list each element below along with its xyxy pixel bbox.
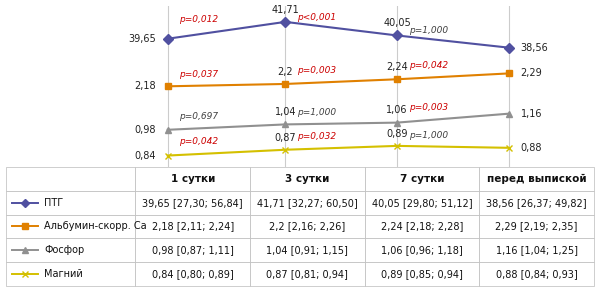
Text: 0,84 [0,80; 0,89]: 0,84 [0,80; 0,89] bbox=[152, 269, 233, 279]
FancyBboxPatch shape bbox=[365, 191, 479, 214]
Text: 39,65: 39,65 bbox=[128, 34, 156, 44]
Text: p=0,012: p=0,012 bbox=[179, 15, 218, 24]
Text: 39,65 [27,30; 56,84]: 39,65 [27,30; 56,84] bbox=[142, 198, 243, 208]
Text: 41,71 [32,27; 60,50]: 41,71 [32,27; 60,50] bbox=[257, 198, 358, 208]
Text: Альбумин-скорр. Ca: Альбумин-скорр. Ca bbox=[44, 221, 147, 231]
Text: 0,87: 0,87 bbox=[274, 132, 296, 142]
FancyBboxPatch shape bbox=[136, 214, 250, 238]
FancyBboxPatch shape bbox=[6, 191, 136, 214]
Text: p=0,042: p=0,042 bbox=[409, 61, 448, 70]
FancyBboxPatch shape bbox=[136, 167, 250, 191]
Text: 0,88 [0,84; 0,93]: 0,88 [0,84; 0,93] bbox=[496, 269, 578, 279]
FancyBboxPatch shape bbox=[479, 167, 594, 191]
Text: p=0,697: p=0,697 bbox=[179, 112, 218, 121]
Text: 40,05 [29,80; 51,12]: 40,05 [29,80; 51,12] bbox=[371, 198, 472, 208]
Text: p<0,001: p<0,001 bbox=[297, 13, 336, 22]
FancyBboxPatch shape bbox=[365, 238, 479, 262]
Text: 0,84: 0,84 bbox=[134, 151, 156, 161]
FancyBboxPatch shape bbox=[250, 167, 365, 191]
Text: Магний: Магний bbox=[44, 269, 83, 279]
Text: 40,05: 40,05 bbox=[383, 18, 411, 28]
FancyBboxPatch shape bbox=[250, 191, 365, 214]
Text: 1,16 [1,04; 1,25]: 1,16 [1,04; 1,25] bbox=[496, 245, 578, 255]
FancyBboxPatch shape bbox=[250, 214, 365, 238]
Text: 1,16: 1,16 bbox=[521, 109, 542, 119]
FancyBboxPatch shape bbox=[479, 191, 594, 214]
Text: p=0,032: p=0,032 bbox=[297, 132, 336, 141]
Text: p=0,042: p=0,042 bbox=[179, 137, 218, 146]
FancyBboxPatch shape bbox=[250, 238, 365, 262]
FancyBboxPatch shape bbox=[365, 167, 479, 191]
Text: 0,88: 0,88 bbox=[521, 143, 542, 153]
Text: перед выпиской: перед выпиской bbox=[487, 174, 586, 184]
Text: 7 сутки: 7 сутки bbox=[400, 174, 444, 184]
Text: Фосфор: Фосфор bbox=[44, 245, 85, 255]
FancyBboxPatch shape bbox=[6, 167, 136, 191]
Text: 2,29 [2,19; 2,35]: 2,29 [2,19; 2,35] bbox=[496, 221, 578, 231]
FancyBboxPatch shape bbox=[6, 238, 136, 262]
FancyBboxPatch shape bbox=[136, 262, 250, 286]
Text: p=1,000: p=1,000 bbox=[297, 108, 336, 117]
Text: 2,29: 2,29 bbox=[521, 68, 542, 78]
Text: 0,89: 0,89 bbox=[386, 129, 408, 139]
Text: 0,89 [0,85; 0,94]: 0,89 [0,85; 0,94] bbox=[381, 269, 463, 279]
Text: 3 сутки: 3 сутки bbox=[285, 174, 329, 184]
Text: p=0,003: p=0,003 bbox=[297, 66, 336, 75]
Text: p=0,037: p=0,037 bbox=[179, 70, 218, 79]
FancyBboxPatch shape bbox=[479, 238, 594, 262]
Text: 41,71: 41,71 bbox=[271, 5, 299, 15]
Text: 1 сутки: 1 сутки bbox=[170, 174, 215, 184]
Text: 38,56: 38,56 bbox=[521, 43, 548, 53]
Text: 38,56 [26,37; 49,82]: 38,56 [26,37; 49,82] bbox=[487, 198, 587, 208]
FancyBboxPatch shape bbox=[6, 262, 136, 286]
Text: 2,18 [2,11; 2,24]: 2,18 [2,11; 2,24] bbox=[152, 221, 234, 231]
Text: 1,04: 1,04 bbox=[275, 107, 296, 117]
Text: 0,98: 0,98 bbox=[134, 125, 156, 135]
Text: 2,2 [2,16; 2,26]: 2,2 [2,16; 2,26] bbox=[269, 221, 346, 231]
Text: 2,24: 2,24 bbox=[386, 62, 408, 72]
FancyBboxPatch shape bbox=[479, 262, 594, 286]
Text: 1,04 [0,91; 1,15]: 1,04 [0,91; 1,15] bbox=[266, 245, 348, 255]
Text: 2,24 [2,18; 2,28]: 2,24 [2,18; 2,28] bbox=[381, 221, 463, 231]
FancyBboxPatch shape bbox=[365, 214, 479, 238]
FancyBboxPatch shape bbox=[136, 238, 250, 262]
Text: p=1,000: p=1,000 bbox=[409, 131, 448, 140]
Text: p=1,000: p=1,000 bbox=[409, 26, 448, 35]
Text: 1,06: 1,06 bbox=[386, 105, 408, 115]
Text: ПТГ: ПТГ bbox=[44, 198, 64, 208]
Text: 0,98 [0,87; 1,11]: 0,98 [0,87; 1,11] bbox=[152, 245, 233, 255]
FancyBboxPatch shape bbox=[250, 262, 365, 286]
FancyBboxPatch shape bbox=[136, 191, 250, 214]
Text: 2,18: 2,18 bbox=[134, 81, 156, 91]
Text: 1,06 [0,96; 1,18]: 1,06 [0,96; 1,18] bbox=[381, 245, 463, 255]
Text: 0,87 [0,81; 0,94]: 0,87 [0,81; 0,94] bbox=[266, 269, 348, 279]
FancyBboxPatch shape bbox=[6, 214, 136, 238]
Text: 2,2: 2,2 bbox=[277, 67, 293, 77]
Text: p=0,003: p=0,003 bbox=[409, 103, 448, 112]
FancyBboxPatch shape bbox=[365, 262, 479, 286]
FancyBboxPatch shape bbox=[479, 214, 594, 238]
